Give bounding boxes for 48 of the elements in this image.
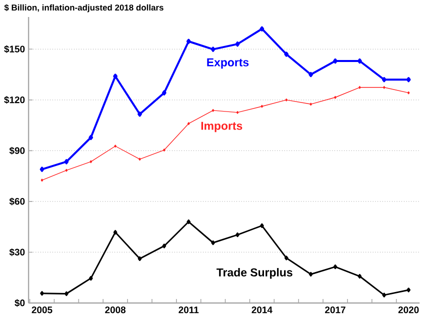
x-tick-label: 2008 [105, 306, 126, 314]
series-label: Exports [207, 58, 249, 69]
y-tick-label: $60 [9, 198, 25, 206]
y-tick-label: $90 [9, 146, 25, 155]
point [88, 276, 93, 281]
point [138, 112, 142, 117]
point [138, 256, 142, 262]
y-tick-label: $30 [9, 248, 25, 256]
y-tick-label: $120 [4, 96, 25, 104]
x-tick-label: 2020 [398, 306, 419, 314]
point [406, 288, 411, 292]
point [235, 41, 240, 47]
point [162, 90, 166, 96]
point [113, 230, 118, 235]
point [186, 38, 191, 44]
point [40, 166, 44, 172]
point [113, 74, 118, 79]
point [64, 159, 69, 164]
point [308, 72, 314, 78]
y-tick-label: $150 [4, 45, 25, 54]
point [88, 134, 94, 140]
y-tick-label: $0 [14, 299, 25, 307]
point [64, 291, 68, 296]
point [406, 77, 411, 82]
point [284, 256, 288, 260]
point [333, 264, 338, 270]
x-tick-label: 2017 [325, 306, 346, 314]
point [382, 77, 386, 82]
point [186, 219, 191, 224]
point [358, 274, 362, 279]
series-label: Trade Surplus [216, 268, 292, 279]
point [210, 46, 216, 52]
x-tick-label: 2014 [252, 306, 272, 314]
point [284, 52, 289, 57]
point [40, 291, 44, 296]
point [260, 223, 264, 228]
point [162, 244, 166, 248]
series-label: Imports [201, 122, 242, 132]
point [382, 292, 386, 298]
point [308, 272, 313, 277]
point [358, 58, 362, 64]
point [260, 26, 264, 32]
x-tick-label: 2011 [178, 306, 199, 314]
chart-title: $ Billion, inflation-adjusted 2018 dollars [4, 4, 164, 12]
x-tick-label: 2005 [32, 306, 52, 314]
point [236, 232, 240, 238]
point [211, 240, 216, 246]
point [333, 58, 338, 64]
